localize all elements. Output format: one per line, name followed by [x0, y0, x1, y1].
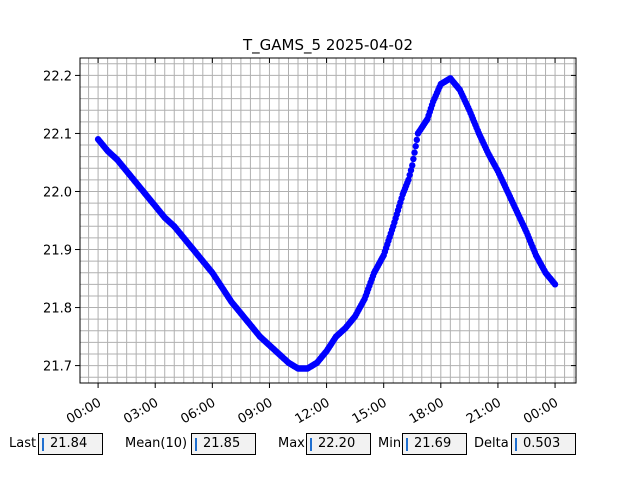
x-tick-label: 00:00: [521, 395, 561, 427]
y-tick-label: 22.1: [43, 127, 72, 142]
x-tick-label: 21:00: [464, 395, 504, 427]
data-layer: [94, 75, 559, 372]
x-tick-label: 06:00: [178, 395, 218, 427]
delta-value: 0.503: [523, 436, 561, 451]
text-cursor: [42, 438, 44, 451]
last-label: Last: [9, 436, 37, 451]
y-tick-label: 22.2: [43, 69, 72, 84]
data-point: [413, 136, 421, 144]
y-tick-label: 21.9: [43, 244, 72, 259]
x-tick-label: 18:00: [407, 395, 447, 427]
chart-title: T_GAMS_5 2025-04-02: [242, 36, 413, 55]
delta-label: Delta: [474, 436, 509, 451]
data-point: [412, 143, 419, 150]
plot-background: [80, 58, 576, 383]
y-tick-label: 21.7: [43, 360, 72, 375]
x-tick-label: 09:00: [236, 395, 276, 427]
text-cursor: [406, 438, 408, 451]
max-label: Max: [278, 436, 305, 451]
text-cursor: [195, 438, 197, 451]
data-point: [407, 167, 415, 174]
text-cursor: [310, 438, 312, 451]
data-point: [411, 149, 418, 156]
max-value: 22.20: [318, 436, 356, 451]
min-value: 21.69: [414, 436, 452, 451]
data-point: [406, 171, 413, 179]
text-cursor: [515, 438, 517, 451]
mean-value: 21.85: [203, 436, 241, 451]
y-tick-label: 22.0: [43, 185, 72, 200]
x-tick-label: 15:00: [350, 395, 390, 427]
grid-layer: [80, 58, 576, 383]
last-value: 21.84: [50, 436, 88, 451]
mean-value-field[interactable]: 21.85: [191, 433, 256, 455]
last-value-field[interactable]: 21.84: [38, 433, 103, 455]
max-value-field[interactable]: 22.20: [306, 433, 371, 455]
delta-value-field[interactable]: 0.503: [511, 433, 576, 455]
x-tick-label: 12:00: [293, 395, 333, 427]
plot-frame: [79, 57, 577, 384]
min-value-field[interactable]: 21.69: [402, 433, 467, 455]
data-point: [409, 162, 416, 169]
mean-label: Mean(10): [125, 436, 188, 451]
data-point: [410, 155, 417, 163]
x-tick-label: 03:00: [121, 395, 161, 427]
min-label: Min: [378, 436, 402, 451]
data-point: [551, 281, 559, 288]
x-tick-label: 00:00: [64, 395, 104, 427]
y-tick-label: 21.8: [43, 302, 72, 317]
data-point: [405, 176, 412, 184]
